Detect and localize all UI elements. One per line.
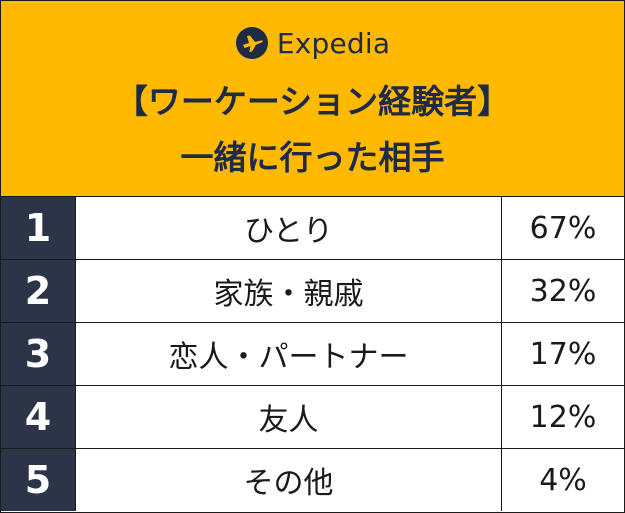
table-row: 4 友人 12% [1,386,624,449]
brand-name: Expedia [276,26,391,60]
label-cell: その他 [76,449,502,511]
table-row: 3 恋人・パートナー 17% [1,323,624,386]
label-cell: ひとり [76,197,502,259]
percent-cell: 67% [529,210,597,246]
percent-cell: 4% [539,462,587,498]
rank-cell: 4 [1,386,76,448]
table-row: 2 家族・親戚 32% [1,260,624,323]
ranking-table: 1 ひとり 67% 2 家族・親戚 32% 3 恋人・パートナー 17% 4 友… [1,197,624,511]
plane-logo-icon [235,27,268,59]
page-subtitle: 一緒に行った相手 [180,138,445,177]
rank-cell: 1 [1,197,76,259]
table-row: 1 ひとり 67% [1,197,624,260]
page-title: 【ワーケーション経験者】 [114,82,511,121]
table-row: 5 その他 4% [1,449,624,511]
label-cell: 友人 [76,386,502,448]
brand-logo: Expedia [1,25,624,61]
rank-cell: 5 [1,449,76,511]
percent-cell: 17% [529,336,597,372]
rank-cell: 2 [1,260,76,322]
rank-cell: 3 [1,323,76,385]
label-cell: 恋人・パートナー [76,323,502,385]
percent-cell: 32% [529,273,597,309]
label-cell: 家族・親戚 [76,260,502,322]
header-banner: Expedia 【ワーケーション経験者】 一緒に行った相手 [1,1,624,197]
percent-cell: 12% [529,399,597,435]
